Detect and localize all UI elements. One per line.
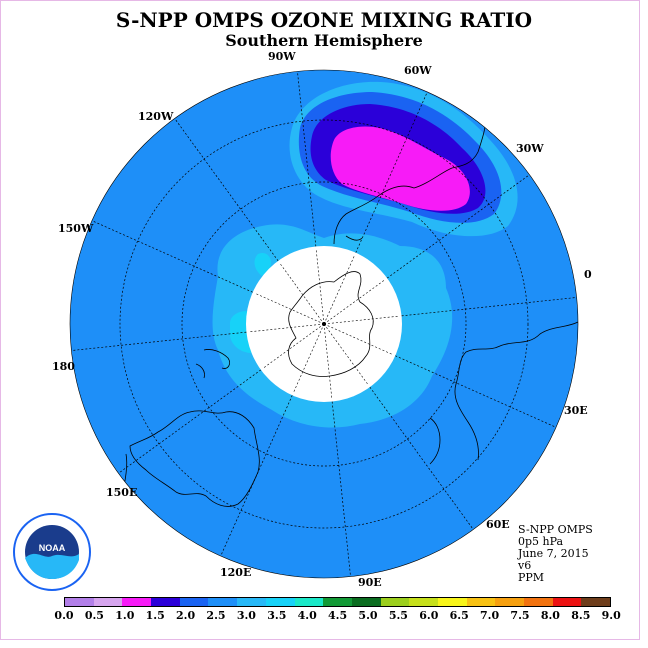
inner-meridian-line: [256, 293, 325, 325]
meridian-lines: [71, 71, 577, 577]
meridian-line: [355, 91, 428, 253]
lon-label-60w: 60W: [404, 64, 432, 77]
colorbar-tick-label: 5.5: [388, 609, 408, 622]
colorbar-tick-label: 0.5: [84, 609, 104, 622]
lon-label-30e: 30E: [564, 404, 588, 417]
lon-label-60e: 60E: [486, 518, 510, 531]
lon-label-120w: 120W: [138, 110, 174, 123]
colorbar-segment: [409, 598, 438, 606]
lon-label-90w: 90W: [268, 50, 296, 63]
colorbar-segment: [179, 598, 209, 606]
meridian-line: [386, 174, 530, 279]
meridian-line: [331, 401, 351, 577]
lon-label-150e: 150E: [106, 486, 137, 499]
meridian-line: [71, 331, 247, 351]
lon-label-120e: 120E: [220, 566, 251, 579]
colorbar-segment: [323, 598, 352, 606]
colorbar-tick-label: 7.0: [480, 609, 500, 622]
colorbar-segment: [265, 598, 295, 606]
colorbar-tick-label: 3.0: [236, 609, 256, 622]
noaa-logo: NOAA: [13, 513, 91, 591]
colorbar-segment: [122, 598, 152, 606]
colorbar-segment: [208, 598, 238, 606]
meridian-line: [395, 355, 557, 428]
colorbar-tick-label: 4.0: [297, 609, 317, 622]
map-title: S-NPP OMPS OZONE MIXING RATIO: [115, 8, 533, 32]
colorbar: [64, 597, 612, 607]
info-units: PPM: [518, 571, 545, 584]
colorbar-segment: [294, 598, 324, 606]
map-boundary: [69, 69, 579, 579]
info-instrument: S-NPP OMPS: [518, 523, 593, 536]
colorbar-tick-label: 5.0: [358, 609, 378, 622]
south-pole-marker: [322, 322, 326, 326]
colorbar-tick-label: 9.0: [601, 609, 621, 622]
lon-label-150w: 150W: [58, 222, 94, 235]
inner-meridian-line: [250, 323, 325, 333]
colorbar-segment: [552, 598, 582, 606]
colorbar-segment: [151, 598, 180, 606]
contour-1p0-high: [330, 126, 470, 211]
colorbar-tick-labels: 0.0 0.5 1.0 1.5 2.0 2.5 3.0 3.5 4.0 4.5 5.0 5.5 6.0 6…: [0, 609, 648, 623]
meridian-line: [297, 71, 317, 247]
inner-meridian-line: [263, 323, 325, 368]
inner-meridian-line: [323, 280, 385, 325]
meridian-line: [118, 369, 262, 474]
map-subtitle: Southern Hemisphere: [225, 31, 423, 50]
inner-meridian-line: [323, 323, 333, 398]
noaa-logo-text: NOAA: [39, 543, 66, 553]
info-version: v6: [518, 559, 532, 572]
info-block: S-NPP OMPS 0p5 hPa June 7, 2015 v6 PPM: [518, 524, 593, 584]
colorbar-tick-label: 4.5: [328, 609, 348, 622]
lon-label-90e: 90E: [358, 576, 382, 589]
colorbar-segment: [437, 598, 467, 606]
lon-label-30w: 30W: [516, 142, 544, 155]
meridian-line: [401, 297, 577, 317]
colorbar-tick-label: 1.0: [115, 609, 135, 622]
meridian-line: [369, 386, 474, 530]
meridian-line: [174, 118, 279, 262]
colorbar-segment: [65, 598, 94, 606]
colorbar-segment: [581, 598, 611, 606]
colorbar-tick-label: 3.5: [267, 609, 287, 622]
inner-meridian-line: [315, 250, 325, 325]
colorbar-tick-label: 8.0: [540, 609, 560, 622]
colorbar-tick-label: 1.5: [145, 609, 165, 622]
info-date: June 7, 2015: [518, 547, 589, 560]
colorbar-tick-label: 2.0: [176, 609, 196, 622]
lon-label-0: 0: [584, 268, 592, 281]
colorbar-segment: [466, 598, 496, 606]
info-level: 0p5 hPa: [518, 535, 564, 548]
inner-meridian-line: [280, 263, 325, 325]
colorbar-tick-label: 6.5: [449, 609, 469, 622]
colorbar-segment: [237, 598, 266, 606]
colorbar-tick-label: 7.5: [510, 609, 530, 622]
inner-meridian-line: [323, 315, 398, 325]
inner-meridian-line: [323, 256, 355, 325]
colorbar-segment: [495, 598, 524, 606]
colorbar-segment: [380, 598, 410, 606]
meridian-line: [91, 220, 253, 293]
colorbar-tick-label: 2.5: [206, 609, 226, 622]
colorbar-segment: [351, 598, 381, 606]
lon-label-180: 180: [52, 360, 75, 373]
antarctica-outline: [288, 271, 374, 377]
colorbar-tick-label: 8.5: [571, 609, 591, 622]
colorbar-tick-label: 0.0: [54, 609, 74, 622]
inner-meridian-line: [323, 323, 392, 355]
contour-3p5-patch-b: [254, 252, 272, 276]
figure-frame: [0, 0, 640, 640]
inner-meridian-line: [323, 323, 368, 385]
inner-meridian-line: [293, 323, 325, 392]
inner-meridian-lines: [250, 250, 398, 398]
colorbar-segment: [93, 598, 123, 606]
colorbar-segment: [524, 598, 553, 606]
colorbar-tick-label: 6.0: [419, 609, 439, 622]
